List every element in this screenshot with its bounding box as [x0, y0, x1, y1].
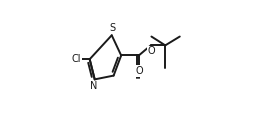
Text: S: S [110, 23, 116, 33]
Text: N: N [90, 81, 98, 91]
Text: O: O [148, 46, 155, 56]
Text: O: O [135, 66, 143, 76]
Text: Cl: Cl [71, 54, 81, 64]
